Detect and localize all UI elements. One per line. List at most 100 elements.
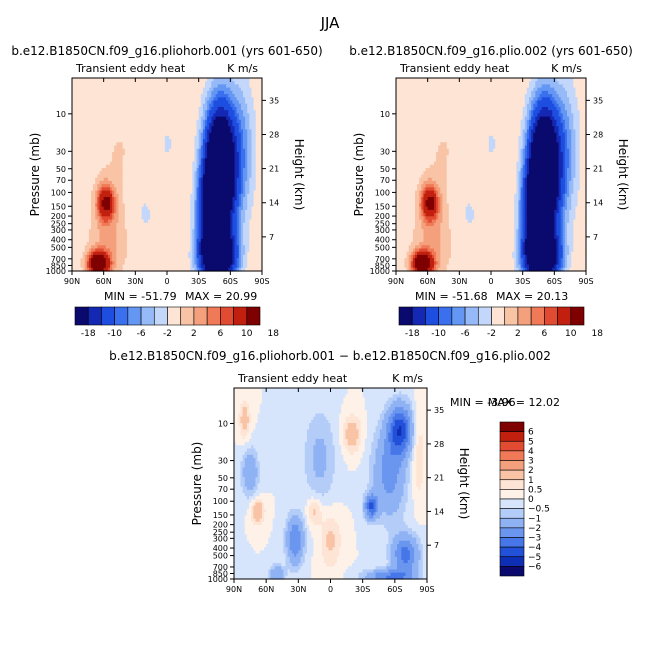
field-cell [78, 164, 82, 169]
field-cell [118, 193, 122, 198]
field-cell [245, 90, 248, 95]
field-cell [126, 200, 130, 205]
field-cell [137, 200, 141, 205]
field-cell [105, 187, 109, 192]
field-cell [141, 193, 145, 198]
field-cell [196, 229, 200, 233]
field-cell [133, 161, 136, 166]
field-cell [86, 129, 90, 134]
field-cell [167, 161, 170, 166]
field-cell [120, 119, 124, 124]
field-cell [240, 219, 244, 224]
field-cell [238, 148, 242, 153]
field-cell [124, 238, 128, 243]
field-cell [196, 129, 200, 134]
field-cell [186, 235, 189, 240]
field-cell [143, 232, 147, 237]
field-cell [80, 200, 84, 205]
field-cell [82, 190, 86, 195]
field-cell [228, 168, 231, 172]
field-cell [88, 139, 92, 143]
field-cell [160, 84, 164, 89]
field-cell [245, 222, 248, 227]
field-cell [137, 190, 141, 195]
field-cell [131, 180, 134, 185]
field-cell [245, 119, 248, 124]
field-cell [198, 110, 202, 114]
field-cell [177, 200, 181, 205]
field-cell [76, 132, 79, 137]
field-cell [110, 129, 113, 134]
field-cell [122, 113, 126, 118]
field-cell [257, 81, 261, 86]
field-cell [158, 229, 162, 233]
field-cell [141, 190, 145, 195]
field-cell [228, 251, 231, 256]
field-cell [243, 119, 246, 124]
field-cell [169, 235, 172, 240]
field-cell [171, 158, 174, 163]
field-cell [171, 148, 174, 153]
field-cell [213, 219, 217, 224]
field-cell [120, 84, 124, 89]
field-cell [80, 132, 84, 137]
field-cell [236, 164, 240, 169]
field-cell [209, 203, 212, 208]
field-cell [217, 155, 221, 160]
field-cell [103, 110, 107, 114]
field-cell [114, 97, 117, 102]
field-cell [232, 209, 236, 214]
field-cell [226, 203, 229, 208]
field-cell [188, 78, 191, 82]
field-cell [224, 209, 227, 214]
field-cell [221, 197, 225, 201]
field-cell [156, 251, 160, 256]
field-cell [84, 216, 88, 221]
field-cell [183, 142, 187, 147]
field-cell [194, 222, 198, 227]
field-cell [78, 132, 82, 137]
field-cell [194, 155, 198, 160]
field-cell [84, 151, 88, 156]
field-cell [84, 184, 88, 188]
field-cell [114, 190, 117, 195]
field-cell [179, 155, 183, 160]
field-cell [135, 155, 139, 160]
field-cell [160, 106, 164, 111]
field-cell [135, 148, 139, 153]
field-cell [120, 251, 124, 256]
field-cell [86, 209, 90, 214]
field-cell [253, 132, 257, 137]
field-cell [257, 123, 261, 127]
field-cell [224, 193, 227, 198]
field-cell [116, 129, 120, 134]
field-cell [251, 94, 255, 98]
field-cell [188, 242, 191, 246]
field-cell [221, 203, 225, 208]
field-cell [224, 135, 227, 140]
field-cell [148, 135, 151, 140]
field-cell [219, 216, 223, 221]
field-cell [137, 155, 141, 160]
field-cell [118, 174, 122, 179]
field-cell [158, 190, 162, 195]
field-cell [200, 142, 204, 147]
field-cell [129, 187, 132, 192]
field-cell [190, 155, 193, 160]
field-cell [148, 174, 151, 179]
field-cell [72, 164, 75, 169]
field-cell [215, 184, 219, 188]
field-cell [114, 245, 117, 250]
field-cell [247, 135, 250, 140]
field-cell [194, 248, 198, 253]
field-cell [152, 219, 155, 224]
field-cell [186, 242, 189, 246]
field-cell [211, 161, 215, 166]
field-cell [188, 151, 191, 156]
field-cell [232, 197, 236, 201]
field-cell [217, 213, 221, 217]
field-cell [183, 100, 187, 105]
field-cell [101, 151, 105, 156]
field-cell [173, 216, 177, 221]
field-cell [95, 116, 98, 121]
